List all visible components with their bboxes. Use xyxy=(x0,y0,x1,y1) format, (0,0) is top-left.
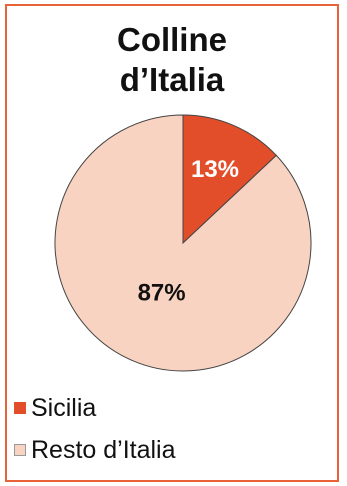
chart-title: Colline d’Italia xyxy=(7,20,337,100)
legend-swatch-sicilia xyxy=(14,402,26,414)
legend-swatch-resto-italia xyxy=(14,444,26,456)
legend-label-resto-italia: Resto d’Italia xyxy=(31,435,176,464)
chart-title-line-1: Colline xyxy=(116,21,227,58)
data-label-sicilia: 13% xyxy=(191,156,239,183)
pie-slice-resto-italia xyxy=(54,114,312,372)
legend-item-sicilia: Sicilia xyxy=(14,393,176,422)
legend-label-sicilia: Sicilia xyxy=(31,393,97,422)
data-label-resto-italia: 87% xyxy=(138,279,186,306)
legend-item-resto-italia: Resto d’Italia xyxy=(14,435,176,464)
chart-legend: Sicilia Resto d’Italia xyxy=(14,393,176,480)
pie-slice-sicilia xyxy=(182,114,278,245)
chart-title-line-2: d’Italia xyxy=(119,61,225,98)
